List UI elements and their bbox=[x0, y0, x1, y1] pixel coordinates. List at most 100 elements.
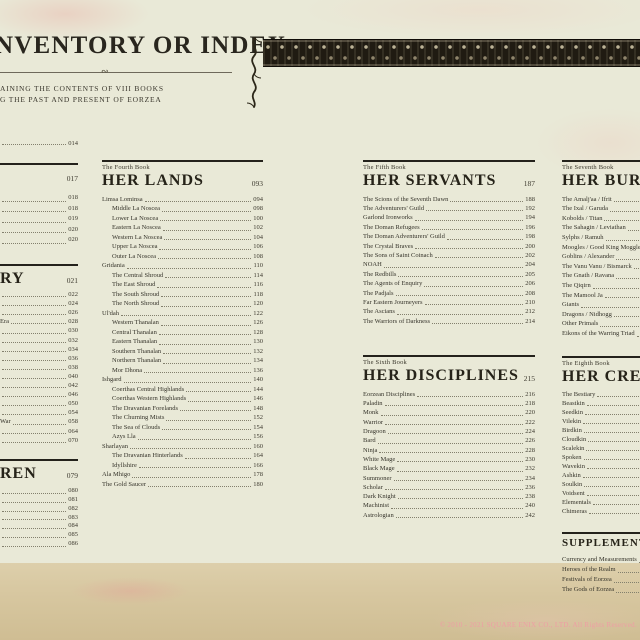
index-entry-row: The Qiqirn bbox=[562, 281, 640, 291]
index-entry-row: Eorzean Disciplines 216 bbox=[363, 390, 535, 399]
book-label: The Fifth Book bbox=[363, 164, 406, 171]
entry-label: Chimeras bbox=[562, 508, 587, 516]
index-entry-row: Ishgard 140 bbox=[102, 375, 263, 385]
entry-label: Scalekin bbox=[562, 445, 585, 453]
entry-label: The Ascians bbox=[363, 308, 395, 316]
parchment-bottom-strip bbox=[0, 563, 640, 640]
index-entry-row: Middle La Noscea 098 bbox=[102, 204, 263, 214]
entry-leader bbox=[417, 396, 524, 398]
entry-leader bbox=[613, 201, 640, 203]
entry-label: Eastern La Noscea bbox=[112, 224, 161, 232]
entry-leader bbox=[2, 368, 67, 370]
section-rule bbox=[363, 160, 535, 162]
index-entry-row: NOAH 204 bbox=[363, 260, 535, 269]
entry-leader bbox=[446, 238, 524, 240]
entry-list: 022 024 026 Era 028 030 032 034 036 038 040 042 046 0… bbox=[0, 290, 78, 445]
entry-label: Other Primals bbox=[562, 320, 599, 328]
entry-leader bbox=[137, 438, 252, 440]
entry-label: Ashkin bbox=[562, 472, 581, 480]
entry-label: Idyllshire bbox=[112, 461, 137, 469]
entry-leader bbox=[597, 396, 640, 398]
entry-page-number: 224 bbox=[525, 428, 535, 436]
entry-leader bbox=[2, 501, 67, 503]
entry-leader bbox=[2, 537, 67, 539]
entry-page-number: 070 bbox=[68, 436, 78, 444]
entry-label: Eastern Thanalan bbox=[112, 338, 158, 346]
index-entry-row: Other Primals bbox=[562, 319, 640, 329]
index-entry-row: 054 bbox=[0, 408, 78, 417]
entry-label: Currency and Measurements bbox=[562, 556, 637, 564]
entry-label: Dark Knight bbox=[363, 493, 396, 501]
section-rule bbox=[562, 532, 640, 535]
index-entry-row: Western Thanalan 126 bbox=[102, 318, 263, 328]
index-entry-row: 032 bbox=[0, 336, 78, 345]
index-entry-row: Birdkin bbox=[562, 426, 640, 435]
index-entry-row: 042 bbox=[0, 381, 78, 390]
index-entry-row: 022 bbox=[0, 290, 78, 299]
section-page-number: 093 bbox=[251, 178, 263, 188]
entry-page-number: 122 bbox=[253, 309, 263, 317]
entry-label: The Churning Mists bbox=[112, 414, 165, 422]
entry-label: Lower La Noscea bbox=[112, 214, 159, 222]
index-entry-row: Mor Dhona 136 bbox=[102, 366, 263, 376]
entry-list: Currency and Measurements Heroes of the R… bbox=[562, 555, 640, 595]
index-entry-row: The Gold Saucer 180 bbox=[102, 480, 263, 490]
book-label: The Sixth Book bbox=[363, 359, 407, 367]
section-heading-row: HER CREATURES bbox=[562, 368, 640, 386]
entry-label: Sharlayan bbox=[102, 442, 128, 450]
entry-page-number: 080 bbox=[68, 487, 78, 495]
entry-page-number: 238 bbox=[525, 493, 535, 501]
index-entry-row: Goblins / Alexander bbox=[562, 252, 640, 262]
entry-label: Giants bbox=[562, 301, 579, 309]
index-entry-row: Monk 220 bbox=[363, 408, 535, 417]
index-entry-row: 018 bbox=[0, 193, 78, 204]
entry-page-number: 146 bbox=[253, 395, 263, 403]
entry-leader bbox=[387, 433, 524, 435]
entry-page-number: 098 bbox=[253, 205, 263, 213]
entry-leader bbox=[138, 467, 252, 469]
entry-page-number: 084 bbox=[68, 522, 78, 530]
entry-page-number: 064 bbox=[68, 427, 78, 435]
entry-leader bbox=[2, 528, 67, 530]
section-page-number: 215 bbox=[523, 373, 535, 383]
entry-leader bbox=[384, 405, 524, 407]
entry-leader bbox=[584, 486, 640, 488]
entry-leader bbox=[592, 287, 640, 289]
section-page-number: 017 bbox=[66, 174, 78, 183]
index-entry-row: The East Shroud 116 bbox=[102, 280, 263, 290]
index-entry-row: The Ascians 212 bbox=[363, 307, 535, 316]
index-column-2: The Fourth Book HER LANDS 093 Limsa Lominsa… bbox=[102, 160, 263, 489]
entry-leader bbox=[162, 429, 252, 431]
entry-page-number: 132 bbox=[253, 347, 263, 355]
entry-label: The North Shroud bbox=[112, 300, 160, 308]
section-heading: RY bbox=[0, 269, 25, 287]
entry-leader bbox=[144, 372, 252, 374]
entry-page-number: 228 bbox=[525, 446, 535, 454]
entry-leader bbox=[2, 305, 67, 307]
entry-page-number: 042 bbox=[68, 382, 78, 390]
index-entry-row: 019 bbox=[0, 214, 78, 225]
entry-leader bbox=[159, 248, 252, 250]
index-entry-row: Kobolds / Titan bbox=[562, 214, 640, 224]
entry-label: Sylphs / Ramuh bbox=[562, 233, 604, 241]
entry-leader bbox=[158, 258, 252, 260]
index-entry-row: 086 bbox=[0, 540, 78, 549]
entry-page-number: 024 bbox=[68, 300, 78, 308]
index-entry-row: Ashkin bbox=[562, 471, 640, 480]
entry-page-number: 222 bbox=[525, 418, 535, 426]
entry-leader bbox=[414, 219, 524, 221]
entry-label: Scholar bbox=[363, 483, 383, 491]
index-entry-row: The Warriors of Darkness 214 bbox=[363, 317, 535, 326]
entry-page-number: 208 bbox=[525, 289, 535, 297]
entry-leader bbox=[2, 405, 67, 407]
index-entry-row: 014 bbox=[0, 140, 78, 147]
entry-list: The Scions of the Seventh Dawn 188 The Adv… bbox=[363, 195, 535, 327]
index-entry-row: 081 bbox=[0, 496, 78, 505]
section-rule bbox=[562, 160, 640, 162]
entry-label: The Ixal / Garuda bbox=[562, 205, 609, 213]
index-entry-row: The Dravanian Forelands 148 bbox=[102, 404, 263, 414]
entry-page-number: 058 bbox=[68, 418, 78, 426]
section-page-number: 021 bbox=[66, 276, 78, 286]
entry-leader bbox=[2, 378, 67, 380]
entry-list: 080 081 082 083 084 085 086 bbox=[0, 487, 78, 549]
